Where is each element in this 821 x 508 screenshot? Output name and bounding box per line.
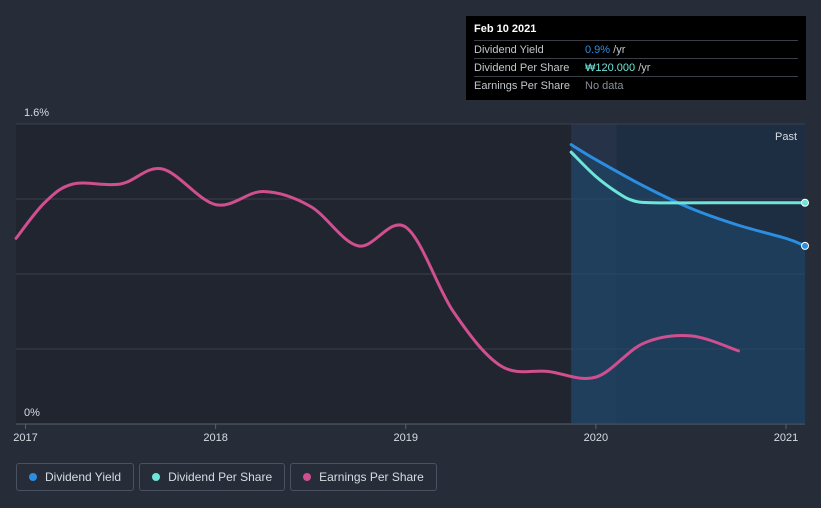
dividend-per-share-end-marker xyxy=(801,198,809,207)
dividend-yield-end-marker xyxy=(801,241,809,250)
tooltip-unit: /yr xyxy=(635,61,651,74)
tooltip-unit: /yr xyxy=(610,43,626,56)
x-tick-label: 2019 xyxy=(394,432,418,444)
earnings-per-share-line xyxy=(14,167,740,380)
tooltip-value: ₩120.000 xyxy=(585,61,636,74)
x-tick-label: 2020 xyxy=(584,432,608,444)
legend-dot-icon xyxy=(152,473,161,481)
tooltip: Feb 10 2021 Dividend Yield 0.9% /yr Divi… xyxy=(466,16,806,100)
tooltip-value: No data xyxy=(585,79,624,92)
legend-item-dividend-per-share[interactable]: Dividend Per Share xyxy=(139,463,286,491)
tooltip-value: 0.9% xyxy=(585,43,611,56)
tooltip-row-dividend-per-share: Dividend Per Share ₩120.000 /yr xyxy=(474,58,798,76)
x-tick-label: 2018 xyxy=(203,432,227,444)
x-tick-label: 2021 xyxy=(774,432,798,444)
past-label: Past xyxy=(775,131,797,143)
legend-item-earnings-per-share[interactable]: Earnings Per Share xyxy=(290,463,437,491)
tooltip-row-earnings-per-share: Earnings Per Share No data xyxy=(474,76,798,94)
tooltip-date: Feb 10 2021 xyxy=(474,23,537,35)
legend-label: Dividend Yield xyxy=(45,470,122,484)
dividend-yield-line xyxy=(569,143,807,248)
legend-label: Earnings Per Share xyxy=(319,470,424,484)
legend-dot-icon xyxy=(303,473,312,481)
tooltip-label: Earnings Per Share xyxy=(474,79,570,92)
legend: Dividend Yield Dividend Per Share Earnin… xyxy=(16,463,437,491)
x-tick-label: 2017 xyxy=(13,432,37,444)
tooltip-label: Dividend Per Share xyxy=(474,61,570,74)
tooltip-row-dividend-yield: Dividend Yield 0.9% /yr xyxy=(474,40,798,58)
legend-item-dividend-yield[interactable]: Dividend Yield xyxy=(16,463,135,491)
legend-dot-icon xyxy=(29,473,37,481)
tooltip-label: Dividend Yield xyxy=(474,43,544,56)
y-tick-label: 0% xyxy=(24,407,40,419)
dividend-per-share-line xyxy=(569,150,807,205)
legend-label: Dividend Per Share xyxy=(168,470,273,484)
y-tick-label: 1.6% xyxy=(24,107,49,119)
